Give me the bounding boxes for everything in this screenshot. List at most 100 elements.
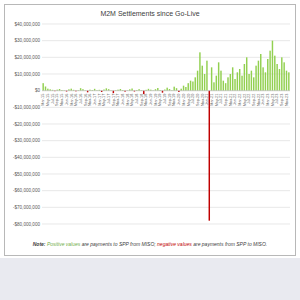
bar — [131, 89, 132, 91]
card-frame — [5, 5, 296, 256]
x-tick-label: Mar-18 — [126, 94, 130, 106]
y-tick-label: -$50,000,000 — [13, 172, 41, 177]
grid-line — [42, 40, 290, 41]
x-tick-label: Jul-15 — [51, 94, 55, 104]
bar — [232, 67, 233, 90]
x-tick-label: Jan-17 — [93, 94, 97, 106]
bar — [288, 72, 289, 90]
x-tick-label: May-19 — [158, 94, 162, 107]
bar — [253, 77, 254, 90]
y-tick-label: -$20,000,000 — [13, 122, 41, 127]
x-tick-label: Sep-18 — [140, 94, 144, 106]
y-tick-label: -$40,000,000 — [13, 155, 41, 160]
x-tick-label: Jul-20 — [191, 94, 195, 104]
x-tick-label: Mar-15 — [41, 94, 45, 106]
x-tick-label: Sep-21 — [224, 94, 228, 106]
x-tick-label: Nov-22 — [257, 94, 261, 106]
x-tick-label: May-17 — [102, 94, 106, 107]
y-tick-label: $20,000,000 — [14, 55, 40, 60]
x-tick-label: May-16 — [74, 94, 78, 107]
grid-line — [42, 190, 290, 191]
grid-line — [42, 57, 290, 58]
chart-root: M2M Settlements since Go-Live$40,000,000… — [0, 0, 300, 300]
bar — [227, 77, 228, 90]
grid-line — [42, 207, 290, 208]
x-tick-label: Mar-22 — [238, 94, 242, 106]
bar — [260, 54, 261, 91]
note-part: Note: — [33, 241, 47, 247]
bar — [162, 91, 163, 93]
bar — [274, 56, 275, 91]
grid-line — [42, 224, 290, 225]
y-tick-label: -$70,000,000 — [13, 205, 41, 210]
bar — [276, 64, 277, 91]
x-tick-label: Mar-23 — [266, 94, 270, 106]
grid-line — [42, 140, 290, 141]
x-tick-label: Nov-19 — [172, 94, 176, 106]
x-tick-label: May-18 — [130, 94, 134, 107]
bar — [143, 91, 144, 94]
y-tick-label: $30,000,000 — [14, 38, 40, 43]
x-tick-label: Jul-18 — [135, 94, 139, 104]
grid-line — [42, 124, 290, 125]
x-tick-label: Mar-19 — [154, 94, 158, 106]
x-tick-label: May-20 — [187, 94, 191, 107]
bar — [176, 88, 177, 91]
bar — [237, 72, 238, 90]
grid-line — [42, 157, 290, 158]
x-axis-line — [42, 90, 290, 91]
bar — [45, 87, 46, 91]
x-tick-label: Jul-19 — [163, 94, 167, 104]
bars — [42, 41, 289, 221]
bar — [258, 61, 259, 91]
x-tick-label: Sep-17 — [112, 94, 116, 106]
bar — [204, 74, 205, 91]
grid-line — [42, 107, 290, 108]
note-part: Positive values — [47, 241, 81, 247]
y-tick-label: -$30,000,000 — [13, 138, 41, 143]
bar — [206, 61, 207, 91]
bar — [281, 57, 282, 90]
note-part: are payments from SPP to MISO. — [192, 241, 267, 247]
bar — [173, 87, 174, 91]
bar — [272, 41, 273, 91]
y-tick-label: $10,000,000 — [14, 72, 40, 77]
bar — [192, 82, 193, 91]
bar — [213, 82, 214, 90]
x-tick-label: Jul-17 — [107, 94, 111, 104]
x-tick-label: Jul-22 — [247, 94, 251, 104]
bar — [241, 76, 242, 91]
lower-backdrop — [0, 258, 300, 300]
bar — [234, 79, 235, 91]
x-tick-label: Jan-22 — [233, 94, 237, 106]
x-tick-label: Jan-21 — [205, 94, 209, 106]
grid — [42, 24, 290, 224]
bar — [251, 71, 252, 91]
x-tick-label: Nov-17 — [116, 94, 120, 106]
x-tick-label: Mar-21 — [210, 94, 214, 106]
x-tick-label: Nov-21 — [229, 94, 233, 106]
note: Note: Positive values are payments to SP… — [33, 241, 267, 247]
bar — [218, 62, 219, 90]
background — [0, 0, 300, 300]
bar — [197, 71, 198, 91]
bar — [106, 88, 107, 90]
bar — [195, 77, 196, 90]
x-tick-label: Jan-19 — [149, 94, 153, 106]
bar — [211, 67, 212, 90]
x-tick-label: May-22 — [243, 94, 247, 107]
x-tick-label: Sep-15 — [56, 94, 60, 106]
grid-line — [42, 174, 290, 175]
bar — [265, 72, 266, 90]
bar — [239, 69, 240, 91]
bar — [244, 64, 245, 91]
x-tick-label: Nov-18 — [144, 94, 148, 106]
bar — [113, 91, 114, 94]
bar — [225, 83, 226, 91]
bar — [262, 67, 263, 90]
bar — [190, 81, 191, 91]
x-tick-label: Jan-20 — [177, 94, 181, 106]
x-tick-label: Nov-20 — [201, 94, 205, 106]
y-tick-label: -$80,000,000 — [13, 222, 41, 227]
bar — [267, 59, 268, 91]
